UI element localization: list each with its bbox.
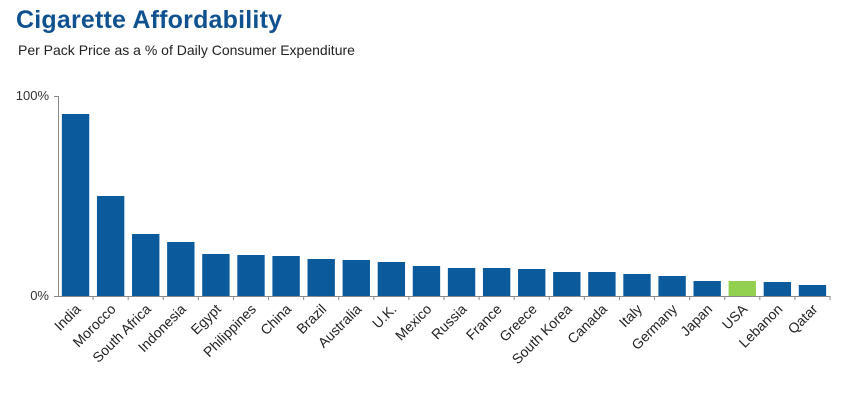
- bar-russia: [447, 268, 476, 296]
- x-tick-label-italy: Italy: [616, 301, 645, 330]
- x-tick-label-canada: Canada: [564, 301, 610, 347]
- bar-qatar: [798, 285, 827, 296]
- bar-u-k: [377, 262, 406, 296]
- x-tick-label-u-k: U.K.: [369, 301, 400, 332]
- bar-china: [272, 256, 300, 296]
- chart-title: Cigarette Affordability: [16, 6, 283, 34]
- bar-indonesia: [167, 242, 195, 296]
- bar-france: [482, 268, 511, 296]
- bar-brazil: [307, 259, 335, 296]
- x-tick-label-qatar: Qatar: [784, 301, 820, 337]
- bar-south-africa: [132, 234, 160, 296]
- bar-germany: [658, 276, 686, 296]
- bar-south-korea: [553, 272, 581, 296]
- bar-egypt: [202, 254, 230, 296]
- bar-philippines: [237, 255, 265, 296]
- x-tick-label-mexico: Mexico: [392, 301, 435, 344]
- y-tick-label-top: 100%: [16, 88, 50, 103]
- bar-italy: [623, 274, 651, 296]
- bar-australia: [342, 260, 370, 296]
- bar-mexico: [412, 266, 441, 296]
- bar-morocco: [96, 196, 125, 296]
- bar-usa: [728, 281, 756, 296]
- y-tick-label-bottom: 0%: [30, 288, 49, 303]
- bar-canada: [588, 272, 616, 296]
- x-tick-label-japan: Japan: [677, 301, 715, 339]
- x-tick-label-china: China: [257, 301, 294, 338]
- bar-lebanon: [763, 282, 792, 296]
- chart-subtitle: Per Pack Price as a % of Daily Consumer …: [18, 42, 355, 58]
- bar-greece: [518, 269, 546, 296]
- bar-india: [61, 114, 90, 296]
- x-tick-label-russia: Russia: [428, 301, 470, 343]
- bar-japan: [693, 281, 721, 296]
